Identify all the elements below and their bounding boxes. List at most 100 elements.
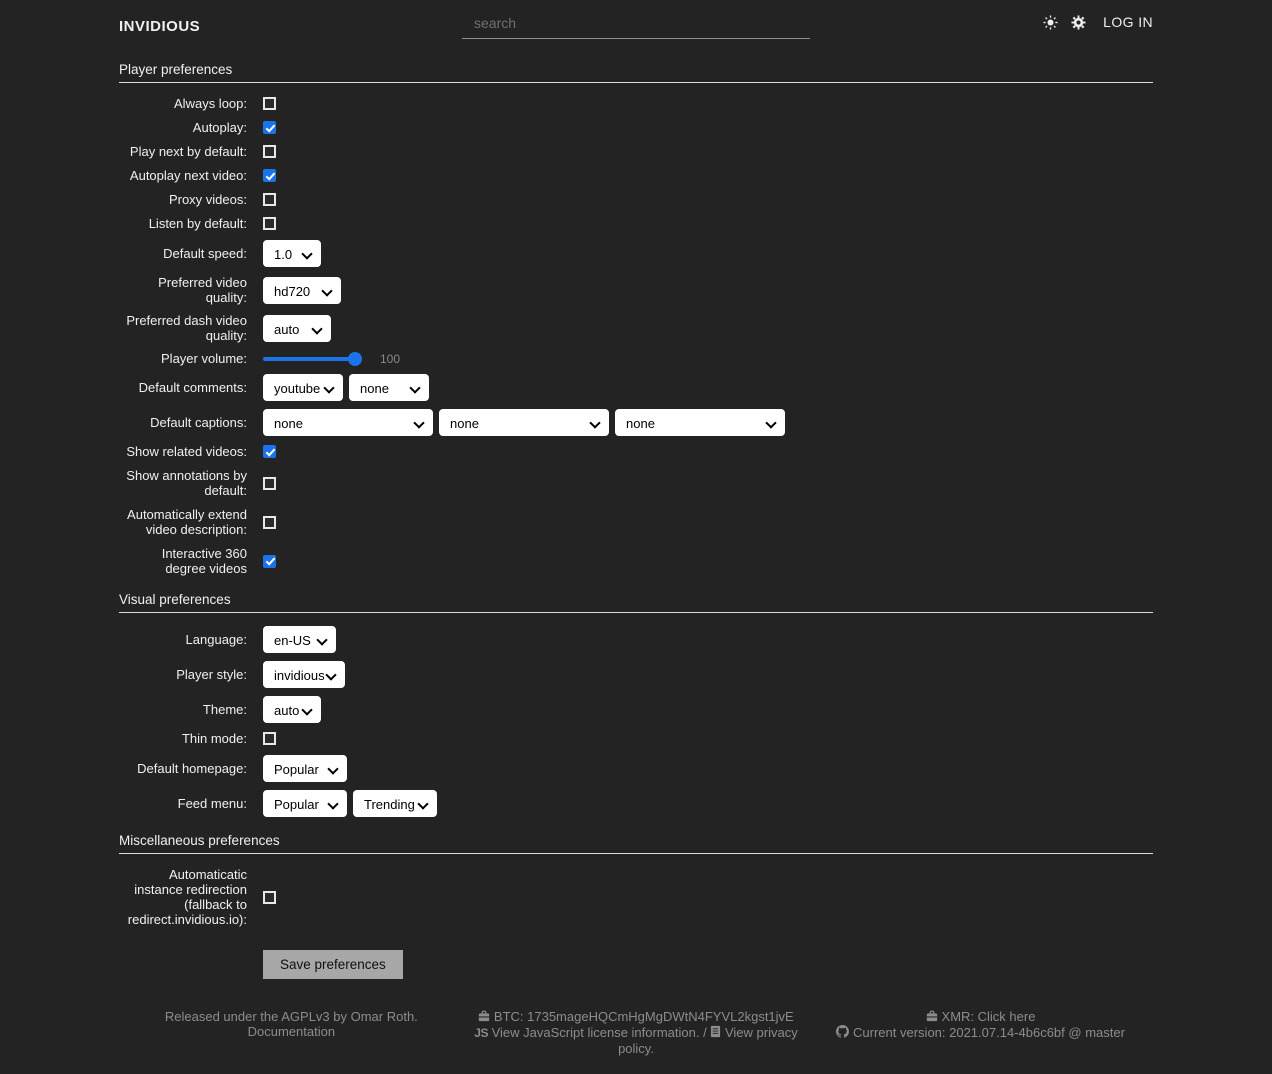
pref-row-show-annotations: Show annotations by default: (119, 468, 1153, 498)
js-license-link[interactable]: View JavaScript license information. (491, 1025, 700, 1040)
pref-row-default-captions: Default captions: none none none (119, 409, 1153, 436)
github-icon (836, 1025, 850, 1041)
footer: Released under the AGPLv3 by Omar Roth. … (119, 1009, 1153, 1074)
captions-value-2: none (450, 416, 479, 431)
play-next-label: Play next by default: (129, 144, 247, 159)
pref-row-preferred-quality: Preferred video quality: hd720 (119, 275, 1153, 305)
login-link[interactable]: LOG IN (1103, 14, 1153, 30)
default-homepage-label: Default homepage: (137, 761, 247, 776)
preferred-quality-label: Preferred video quality: (158, 275, 247, 305)
invidious-logo[interactable]: INVIDIOUS (119, 18, 201, 35)
comments-select-2[interactable]: none (349, 374, 429, 401)
btc-wallet-icon (478, 1010, 490, 1025)
listen-default-checkbox[interactable] (263, 217, 276, 230)
feed-menu-select-1[interactable]: Popular (263, 790, 347, 817)
extend-description-label: Automatically extend video description: (127, 507, 247, 537)
footer-donation-column: BTC: 1735mageHQCmHgMgDWtN4FYVL2kgst1jvE … (464, 1009, 809, 1056)
player-style-select[interactable]: invidious (263, 661, 345, 688)
preferences-page: Player preferences Always loop: Autoplay… (119, 62, 1153, 979)
pref-row-feed-menu: Feed menu: Popular Trending (119, 790, 1153, 817)
theme-select[interactable]: auto (263, 696, 321, 723)
section-title-visual: Visual preferences (119, 592, 231, 607)
version-text: Current version: 2021.07.14-4b6c6bf @ ma… (853, 1025, 1125, 1040)
pref-row-language: Language: en-US (119, 626, 1153, 653)
section-divider (119, 612, 1153, 613)
search-form (462, 10, 810, 39)
always-loop-checkbox[interactable] (263, 97, 276, 110)
pref-row-thin-mode: Thin mode: (119, 731, 1153, 746)
pref-row-dash-quality: Preferred dash video quality: auto (119, 313, 1153, 343)
feed-menu-value-2: Trending (364, 797, 415, 812)
autoplay-next-checkbox[interactable] (263, 169, 276, 182)
documentation-link[interactable]: Documentation (247, 1024, 336, 1039)
default-speed-label: Default speed: (163, 246, 247, 261)
interactive-360-checkbox[interactable] (263, 554, 276, 568)
extend-description-checkbox[interactable] (263, 515, 276, 529)
footer-version-column: XMR: Click here Current version: 2021.07… (808, 1009, 1153, 1056)
auto-redirect-checkbox[interactable] (263, 890, 276, 904)
player-style-label: Player style: (176, 667, 247, 682)
auto-redirect-label: Automaticatic instance redirection (fall… (127, 867, 247, 927)
thin-mode-label: Thin mode: (181, 731, 247, 746)
show-related-label: Show related videos: (126, 444, 247, 459)
play-next-checkbox[interactable] (263, 145, 276, 158)
comments-select-1[interactable]: youtube (263, 374, 343, 401)
player-style-value: invidious (274, 668, 325, 683)
captions-value-1: none (274, 416, 303, 431)
search-input[interactable] (462, 10, 810, 39)
pref-row-default-homepage: Default homepage: Popular (119, 755, 1153, 782)
sun-icon[interactable] (1043, 14, 1058, 30)
volume-slider-thumb[interactable] (348, 351, 362, 366)
pref-row-autoplay-next: Autoplay next video: (119, 168, 1153, 183)
preferred-quality-select[interactable]: hd720 (263, 276, 341, 304)
gear-icon[interactable] (1071, 14, 1086, 30)
xmr-wallet-icon (926, 1010, 938, 1025)
pref-row-listen-default: Listen by default: (119, 216, 1153, 231)
autoplay-label: Autoplay: (192, 120, 247, 135)
default-homepage-select[interactable]: Popular (263, 755, 347, 782)
show-annotations-checkbox[interactable] (263, 476, 276, 490)
thin-mode-checkbox[interactable] (263, 732, 276, 745)
language-select[interactable]: en-US (263, 626, 336, 653)
language-label: Language: (185, 632, 247, 647)
comments-value-2: none (360, 381, 389, 396)
save-preferences-button[interactable]: Save preferences (263, 950, 403, 979)
footer-separator: / (703, 1025, 707, 1040)
pref-row-default-speed: Default speed: 1.0 (119, 240, 1153, 267)
dash-quality-select[interactable]: auto (263, 314, 331, 342)
pref-row-auto-redirect: Automaticatic instance redirection (fall… (119, 867, 1153, 927)
comments-value-1: youtube (274, 381, 321, 396)
default-speed-select[interactable]: 1.0 (263, 240, 321, 267)
pref-row-play-next: Play next by default: (119, 144, 1153, 159)
captions-select-3[interactable]: none (615, 409, 785, 436)
default-speed-value: 1.0 (274, 247, 293, 262)
feed-menu-label: Feed menu: (177, 796, 247, 811)
privacy-policy-icon (710, 1025, 721, 1041)
pref-row-proxy-videos: Proxy videos: (119, 192, 1153, 207)
captions-select-2[interactable]: none (439, 409, 609, 436)
proxy-videos-label: Proxy videos: (168, 192, 247, 207)
pref-row-show-related: Show related videos: (119, 444, 1153, 459)
pref-row-player-style: Player style: invidious (119, 661, 1153, 688)
section-title-player: Player preferences (119, 62, 233, 77)
pref-row-always-loop: Always loop: (119, 96, 1153, 111)
listen-default-label: Listen by default: (148, 216, 247, 231)
theme-label: Theme: (202, 702, 247, 717)
feed-menu-value-1: Popular (274, 797, 319, 812)
feed-menu-select-2[interactable]: Trending (353, 790, 437, 817)
btc-address: BTC: 1735mageHQCmHgMgDWtN4FYVL2kgst1jvE (493, 1009, 794, 1024)
captions-value-3: none (626, 416, 655, 431)
default-comments-label: Default comments: (138, 380, 247, 395)
autoplay-checkbox[interactable] (263, 121, 276, 134)
xmr-donate-link[interactable]: XMR: Click here (941, 1009, 1036, 1024)
pref-row-autoplay: Autoplay: (119, 120, 1153, 135)
autoplay-next-label: Autoplay next video: (129, 168, 247, 183)
preferred-quality-value: hd720 (274, 283, 311, 299)
volume-slider[interactable] (263, 351, 362, 366)
section-title-misc: Miscellaneous preferences (119, 833, 280, 848)
header-actions: LOG IN (1043, 14, 1153, 30)
captions-select-1[interactable]: none (263, 409, 433, 436)
proxy-videos-checkbox[interactable] (263, 193, 276, 206)
footer-license-column: Released under the AGPLv3 by Omar Roth. … (119, 1009, 464, 1056)
show-related-checkbox[interactable] (263, 445, 276, 458)
